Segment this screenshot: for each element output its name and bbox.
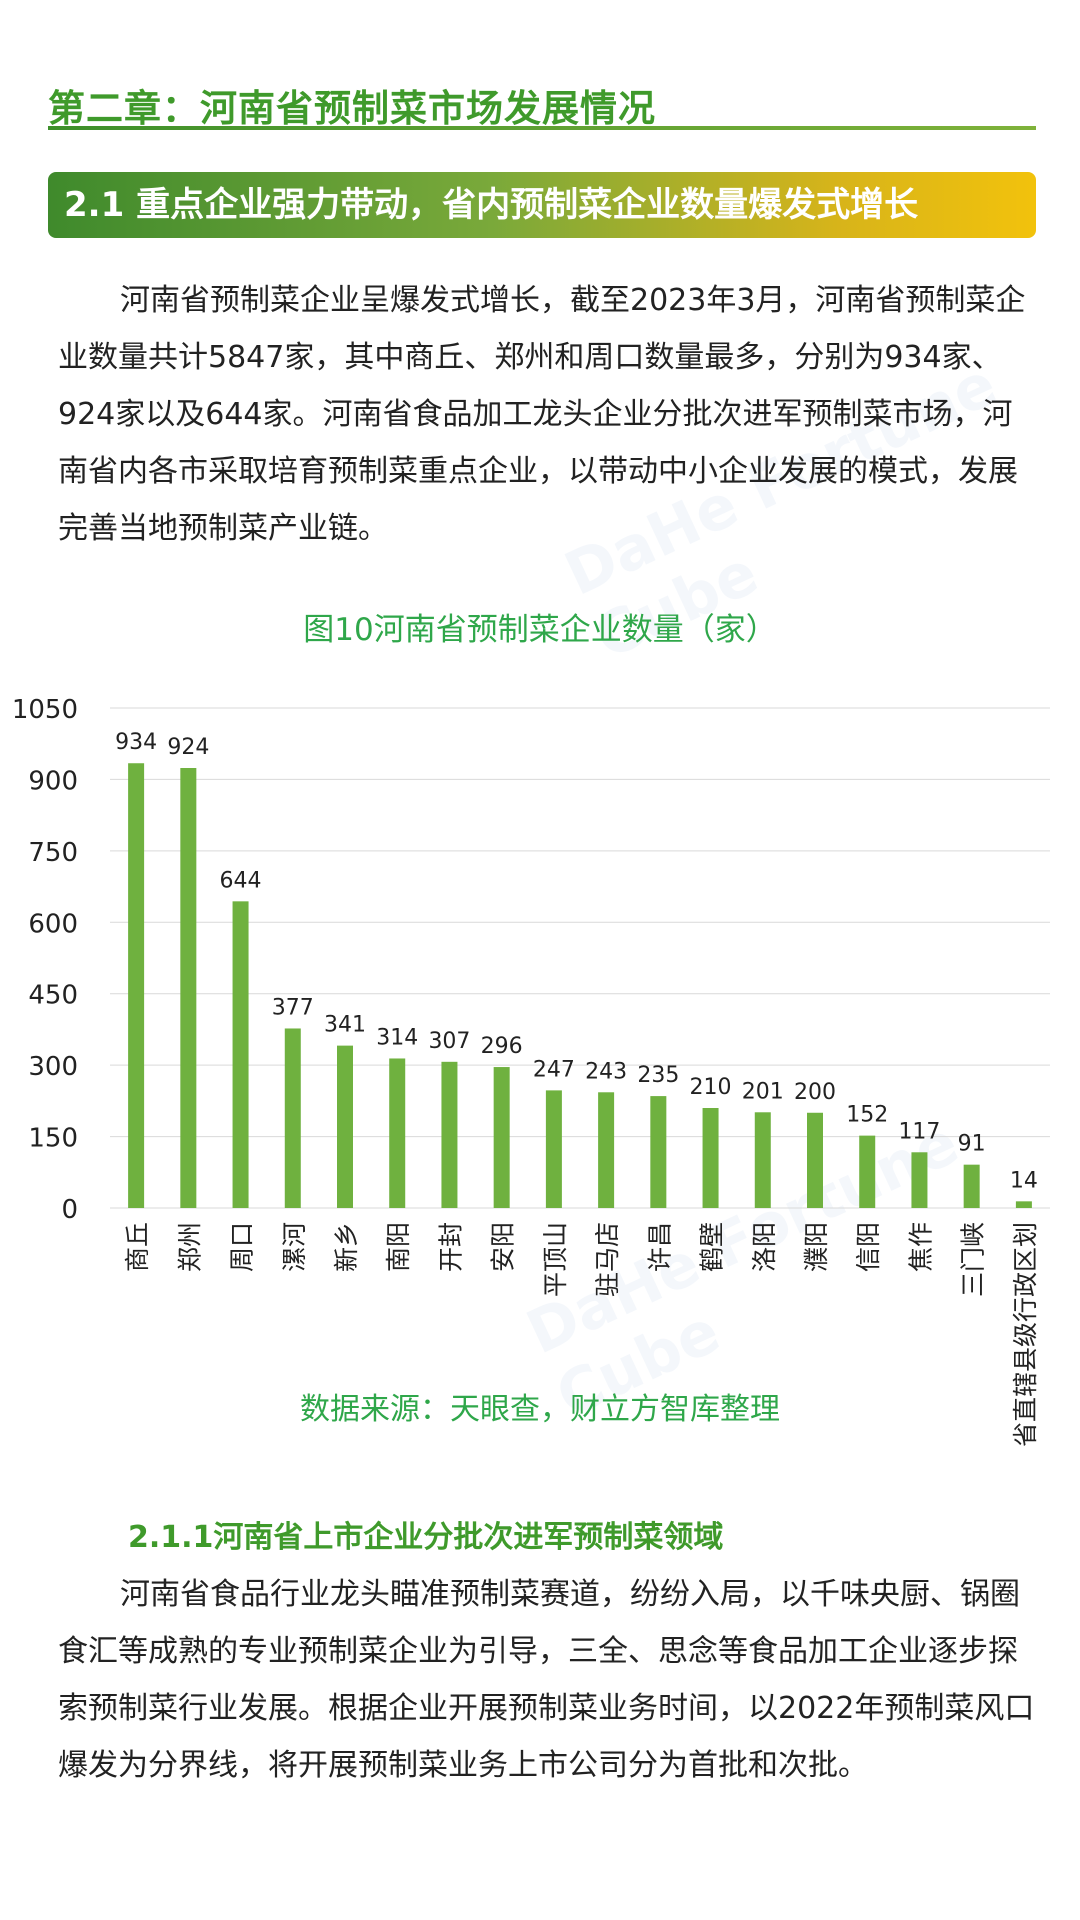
x-tick-label: 周口 bbox=[228, 1222, 257, 1272]
data-label: 117 bbox=[898, 1119, 940, 1144]
x-tick-label: 安阳 bbox=[489, 1222, 518, 1272]
x-tick-label: 三门峡 bbox=[959, 1222, 988, 1297]
bar bbox=[545, 1090, 562, 1208]
bar bbox=[337, 1045, 353, 1208]
intro-paragraph: 河南省预制菜企业呈爆发式增长，截至2023年3月，河南省预制菜企业数量共计584… bbox=[58, 272, 1038, 557]
data-label: 247 bbox=[533, 1057, 575, 1082]
bar bbox=[389, 1058, 406, 1208]
y-tick-label: 750 bbox=[28, 838, 78, 868]
bar bbox=[963, 1164, 980, 1208]
chapter-divider bbox=[48, 126, 1036, 130]
x-tick-label: 焦作 bbox=[906, 1222, 935, 1272]
chart-caption: 图10河南省预制菜企业数量（家） bbox=[303, 612, 777, 648]
x-tick-label: 平顶山 bbox=[541, 1222, 570, 1297]
data-label: 14 bbox=[1010, 1168, 1038, 1193]
x-tick-label: 南阳 bbox=[384, 1222, 413, 1272]
bar bbox=[859, 1135, 876, 1208]
data-label: 377 bbox=[272, 995, 314, 1020]
data-label: 200 bbox=[794, 1080, 836, 1105]
x-tick-label: 新乡 bbox=[332, 1222, 361, 1272]
x-tick-label: 濮阳 bbox=[802, 1222, 831, 1272]
bar bbox=[911, 1152, 928, 1208]
bar bbox=[1015, 1201, 1032, 1208]
data-label: 314 bbox=[376, 1025, 418, 1050]
chart-source: 数据来源：天眼查，财立方智库整理 bbox=[300, 1392, 780, 1427]
section-banner: 2.1 重点企业强力带动，省内预制菜企业数量爆发式增长 bbox=[48, 172, 1036, 238]
y-tick-label: 300 bbox=[28, 1052, 78, 1082]
x-tick-label: 漯河 bbox=[280, 1222, 309, 1272]
y-tick-label: 450 bbox=[28, 981, 78, 1011]
data-label: 243 bbox=[585, 1059, 627, 1084]
data-label: 934 bbox=[115, 730, 157, 755]
data-label: 201 bbox=[742, 1079, 784, 1104]
bar bbox=[754, 1112, 771, 1208]
y-tick-label: 1050 bbox=[12, 695, 78, 725]
y-tick-label: 600 bbox=[28, 909, 78, 939]
bar bbox=[128, 763, 145, 1208]
chapter-title: 第二章：河南省预制菜市场发展情况 bbox=[48, 87, 656, 130]
bar bbox=[598, 1092, 615, 1208]
x-tick-label: 开封 bbox=[436, 1222, 465, 1272]
x-tick-label: 郑州 bbox=[175, 1222, 204, 1272]
x-tick-label: 信阳 bbox=[854, 1222, 883, 1272]
data-label: 152 bbox=[846, 1103, 888, 1128]
x-tick-label: 洛阳 bbox=[750, 1222, 779, 1272]
data-label: 235 bbox=[637, 1063, 679, 1088]
bar bbox=[807, 1112, 823, 1208]
data-label: 91 bbox=[958, 1132, 986, 1157]
y-tick-label: 150 bbox=[28, 1124, 78, 1154]
data-label: 644 bbox=[220, 868, 262, 893]
bar bbox=[232, 901, 249, 1208]
data-label: 210 bbox=[690, 1075, 732, 1100]
bar bbox=[441, 1061, 458, 1208]
x-tick-label: 商丘 bbox=[123, 1222, 152, 1272]
x-tick-label: 驻马店 bbox=[593, 1222, 622, 1297]
data-label: 924 bbox=[167, 735, 209, 760]
subsection-title: 2.1.1河南省上市企业分批次进军预制菜领域 bbox=[128, 1520, 724, 1555]
data-label: 296 bbox=[481, 1034, 523, 1059]
bar bbox=[702, 1108, 719, 1208]
y-tick-label: 0 bbox=[61, 1195, 78, 1225]
data-label: 307 bbox=[428, 1029, 470, 1054]
bar-chart: 0 150 300 450 600 750 900 1050 934 商丘 924 郑州 644 周口 37… bbox=[12, 695, 1050, 1447]
x-tick-label: 鹤壁 bbox=[698, 1222, 727, 1272]
bar bbox=[493, 1067, 510, 1208]
bar bbox=[284, 1028, 301, 1208]
data-label: 341 bbox=[324, 1013, 366, 1038]
intro-paragraph-text: 河南省预制菜企业呈爆发式增长，截至2023年3月，河南省预制菜企业数量共计584… bbox=[58, 283, 1026, 546]
y-tick-label: 900 bbox=[28, 766, 78, 796]
x-tick-label: 省直辖县级行政区划 bbox=[1011, 1222, 1040, 1447]
body-paragraph-text: 河南省食品行业龙头瞄准预制菜赛道，纷纷入局，以千味央厨、锅圈食汇等成熟的专业预制… bbox=[58, 1577, 1035, 1783]
x-tick-label: 许昌 bbox=[645, 1222, 674, 1272]
bar bbox=[650, 1096, 667, 1208]
bar bbox=[180, 768, 197, 1208]
body-paragraph: 河南省食品行业龙头瞄准预制菜赛道，纷纷入局，以千味央厨、锅圈食汇等成熟的专业预制… bbox=[58, 1566, 1038, 1794]
